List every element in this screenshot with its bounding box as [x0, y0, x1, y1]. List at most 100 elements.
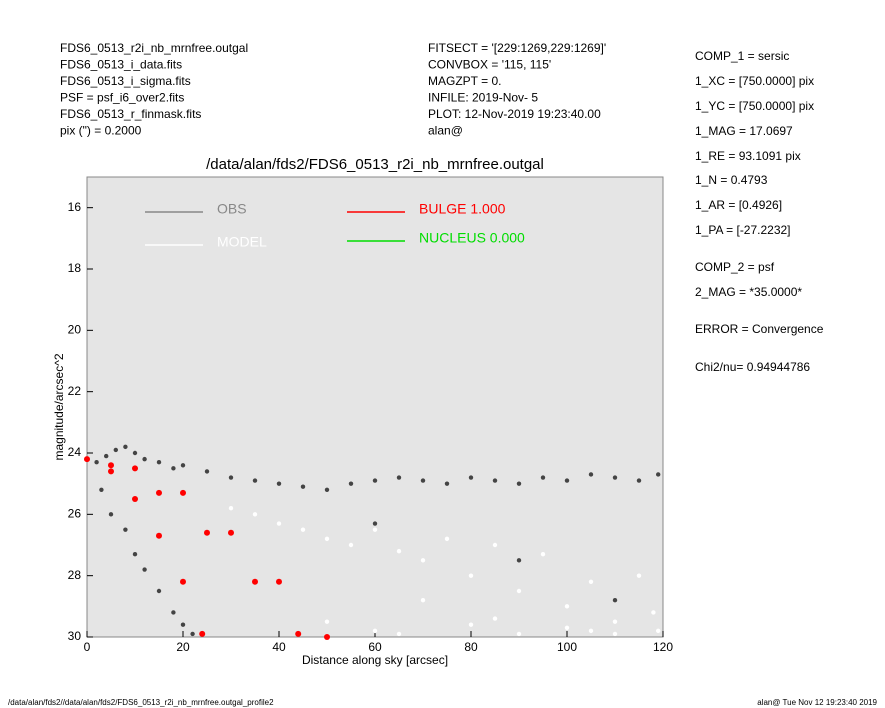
- point: [396, 548, 402, 554]
- header-right: 1_N = 0.4793: [695, 173, 768, 187]
- point: [324, 634, 330, 640]
- header-right: 1_MAG = 17.0697: [695, 124, 793, 138]
- point: [612, 631, 618, 637]
- y-tick-label: 22: [68, 384, 82, 398]
- point: [132, 465, 138, 472]
- point: [420, 478, 426, 483]
- point: [651, 610, 656, 615]
- point: [564, 604, 570, 609]
- point: [252, 578, 258, 585]
- point: [656, 472, 661, 477]
- header-middle: MAGZPT = 0.: [428, 74, 501, 88]
- point: [372, 527, 378, 532]
- point: [300, 527, 306, 532]
- point: [171, 466, 176, 471]
- header-left: FDS6_0513_i_data.fits: [60, 58, 182, 72]
- header-middle: PLOT: 12-Nov-2019 19:23:40.00: [428, 107, 601, 121]
- legend-label: OBS: [217, 201, 247, 217]
- y-tick-label: 16: [68, 200, 82, 214]
- footer-left: /data/alan/fds2//data/alan/fds2/FDS6_051…: [8, 698, 274, 707]
- legend-label: MODEL: [217, 234, 267, 250]
- y-tick-label: 24: [68, 445, 82, 459]
- point: [420, 598, 426, 603]
- point: [444, 536, 450, 542]
- point: [372, 628, 378, 634]
- point: [540, 475, 546, 480]
- point: [656, 628, 661, 634]
- point: [564, 478, 570, 483]
- header-middle: FITSECT = '[229:1269,229:1269]': [428, 41, 606, 55]
- point: [156, 460, 162, 465]
- point: [324, 487, 330, 492]
- y-axis-label: magnitude/arcsec^2: [52, 353, 66, 460]
- point: [295, 630, 302, 637]
- point: [156, 489, 162, 496]
- point: [300, 484, 306, 489]
- point: [156, 588, 162, 594]
- point: [108, 462, 114, 469]
- header-left: PSF = psf_i6_over2.fits: [60, 91, 184, 105]
- point: [276, 521, 282, 526]
- point: [180, 463, 186, 468]
- chart-title: /data/alan/fds2/FDS6_0513_r2i_nb_mrnfree…: [206, 156, 544, 173]
- point: [588, 628, 594, 634]
- header-right: ERROR = Convergence: [695, 322, 824, 336]
- point: [204, 529, 210, 536]
- point: [564, 625, 570, 630]
- point: [180, 578, 186, 585]
- point: [588, 472, 594, 477]
- point: [204, 469, 210, 474]
- header-middle: alan@: [428, 124, 463, 138]
- header-right: 1_RE = 93.1091 pix: [695, 149, 801, 163]
- point: [324, 536, 330, 542]
- point: [372, 478, 378, 483]
- y-tick-label: 30: [68, 629, 82, 643]
- x-tick-label: 80: [464, 640, 478, 654]
- header-left: pix (") = 0.2000: [60, 124, 142, 138]
- point: [396, 631, 402, 637]
- point: [444, 481, 450, 486]
- header-left: FDS6_0513_r_finmask.fits: [60, 107, 201, 121]
- point: [99, 487, 104, 492]
- header-right: 1_AR = [0.4926]: [695, 198, 782, 212]
- point: [516, 588, 522, 594]
- x-tick-label: 120: [653, 640, 673, 654]
- header-right: COMP_2 = psf: [695, 260, 775, 274]
- point: [516, 631, 522, 637]
- point: [108, 512, 114, 517]
- point: [468, 475, 474, 480]
- x-tick-label: 60: [368, 640, 382, 654]
- point: [540, 552, 546, 557]
- point: [180, 489, 186, 496]
- point: [492, 616, 498, 621]
- point: [396, 475, 402, 480]
- header-middle: INFILE: 2019-Nov- 5: [428, 91, 538, 105]
- point: [492, 542, 498, 548]
- y-tick-label: 26: [68, 507, 82, 521]
- point: [492, 478, 498, 483]
- point: [199, 630, 206, 637]
- point: [123, 444, 128, 450]
- header-left: FDS6_0513_r2i_nb_mrnfree.outgal: [60, 41, 248, 55]
- point: [372, 521, 378, 526]
- point: [228, 529, 234, 536]
- legend-label: BULGE 1.000: [419, 201, 506, 217]
- point: [276, 481, 282, 486]
- point: [276, 578, 282, 585]
- point: [252, 512, 258, 517]
- footer-right: alan@ Tue Nov 12 19:23:40 2019: [757, 698, 877, 707]
- point: [612, 619, 618, 624]
- point: [190, 631, 195, 637]
- point: [132, 496, 138, 502]
- header-right: 1_YC = [750.0000] pix: [695, 99, 814, 113]
- point: [348, 542, 354, 548]
- point: [228, 475, 234, 480]
- y-tick-label: 18: [68, 261, 82, 275]
- point: [420, 558, 426, 563]
- point: [324, 619, 330, 624]
- point: [348, 481, 354, 486]
- header-right: COMP_1 = sersic: [695, 49, 789, 63]
- point: [94, 460, 99, 465]
- header-middle: CONVBOX = '115, 115': [428, 58, 551, 72]
